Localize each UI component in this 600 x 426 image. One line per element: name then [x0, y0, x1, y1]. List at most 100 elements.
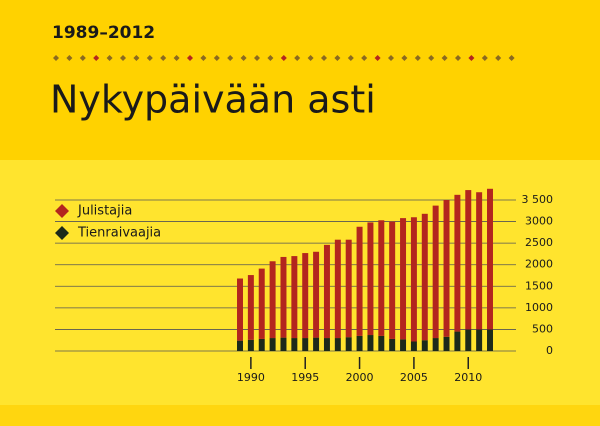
bar-segment — [410, 341, 417, 351]
bar-segment — [476, 192, 483, 330]
divider-dot — [294, 55, 301, 61]
divider-dot — [53, 55, 59, 61]
y-tick-label: 3 500 — [522, 193, 554, 206]
divider-dot — [428, 55, 435, 61]
bar-segment — [334, 239, 341, 339]
kicker: 1989–2012 — [52, 23, 155, 43]
header-band — [0, 0, 600, 160]
divider-dot — [374, 55, 381, 61]
divider-dot — [254, 55, 260, 61]
bar-segment — [291, 256, 298, 339]
divider — [53, 55, 515, 61]
x-tick-label: 2000 — [346, 371, 374, 384]
legend-label: Julistajia — [77, 204, 132, 219]
divider-dot — [508, 55, 515, 61]
bar-segment — [432, 338, 439, 351]
bar-segment — [443, 336, 450, 351]
x-tick-label: 2005 — [400, 371, 428, 384]
bar-segment — [237, 278, 243, 341]
bar-segment — [269, 338, 276, 351]
divider-dot — [146, 55, 153, 61]
bar-segment — [237, 340, 243, 351]
bar-segment — [443, 200, 450, 337]
divider-dot — [133, 55, 140, 61]
divider-dot — [213, 55, 220, 61]
bar-segment — [280, 337, 287, 351]
bar-segment — [258, 268, 265, 339]
bar-segment — [334, 338, 341, 351]
y-tick-label: 0 — [546, 344, 553, 357]
bar-segment — [302, 253, 309, 339]
bar-segment — [367, 335, 374, 351]
bar-segment — [389, 221, 396, 339]
divider-dot — [307, 55, 314, 61]
divider-dot — [79, 55, 86, 61]
bar-segment — [356, 226, 363, 336]
chart-title: Nykypäivään asti — [50, 78, 376, 122]
legend-marker — [55, 204, 69, 218]
divider-dot — [240, 55, 247, 61]
bar-segment — [465, 329, 472, 351]
bar-segment — [302, 338, 309, 351]
bar-segment — [313, 251, 320, 338]
bar-segment — [487, 329, 493, 351]
bar-segment — [323, 338, 330, 351]
y-tick-label: 2000 — [525, 258, 553, 271]
bar-segment — [476, 329, 483, 351]
y-tick-label: 1500 — [525, 279, 553, 292]
bar-segment — [367, 222, 374, 336]
divider-dot — [321, 55, 327, 61]
bar-segment — [487, 188, 493, 330]
bar-segment — [280, 256, 287, 338]
bar-segment — [247, 275, 254, 340]
bar-segment — [356, 335, 363, 351]
bar-segment — [313, 337, 320, 351]
legend: Julistajia Tienraivaajia — [55, 204, 161, 241]
divider-dot — [106, 55, 113, 61]
bar-segment — [389, 338, 396, 351]
divider-dot — [187, 55, 193, 61]
x-tick-label: 1995 — [291, 371, 319, 384]
divider-dot — [468, 55, 475, 61]
divider-dot — [160, 55, 167, 61]
divider-dot — [93, 55, 100, 61]
divider-dot — [200, 55, 207, 61]
bar-segment — [432, 205, 439, 339]
x-tick-label: 2010 — [454, 371, 482, 384]
bar-segment — [454, 194, 461, 332]
bar-segment — [400, 339, 407, 351]
bar-segment — [269, 261, 276, 339]
y-tick-label: 2500 — [525, 236, 553, 249]
bar-segment — [323, 244, 330, 339]
bar-segment — [258, 338, 265, 351]
bar-segment — [378, 220, 385, 336]
divider-dot — [401, 55, 408, 61]
divider-dot — [267, 55, 274, 61]
bar-segment — [291, 338, 298, 351]
divider-dot — [388, 55, 394, 61]
bar-segment — [345, 337, 352, 351]
bar-segment — [454, 331, 461, 351]
y-tick-label: 500 — [532, 322, 553, 335]
divider-dot — [495, 55, 502, 61]
x-tick-label: 1990 — [237, 371, 265, 384]
y-tick-label: 1000 — [525, 301, 553, 314]
bar-segment — [410, 217, 417, 342]
footer-band — [0, 405, 600, 426]
bar-segment — [247, 339, 254, 351]
divider-dot — [66, 55, 73, 61]
divider-dot — [120, 55, 126, 61]
divider-dot — [481, 55, 488, 61]
divider-dot — [280, 55, 287, 61]
bar-segment — [465, 190, 472, 330]
bar-segment — [421, 340, 428, 351]
divider-dot — [441, 55, 448, 61]
divider-dot — [334, 55, 341, 61]
divider-dot — [455, 55, 461, 61]
divider-dot — [347, 55, 354, 61]
divider-dot — [227, 55, 234, 61]
legend-label: Tienraivaajia — [77, 226, 161, 241]
bar-segment — [400, 218, 407, 340]
legend-marker — [55, 226, 69, 240]
